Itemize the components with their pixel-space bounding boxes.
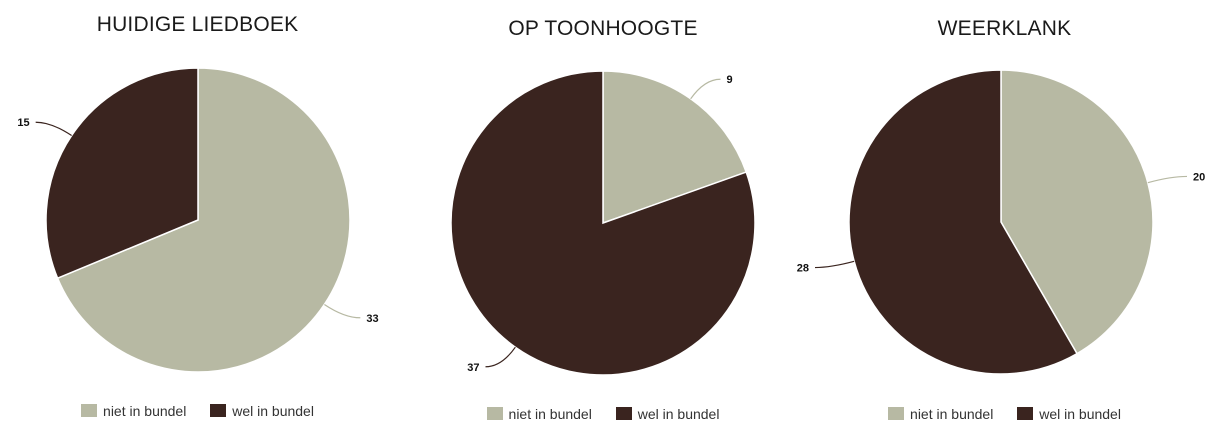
data-label: 37 bbox=[467, 362, 479, 374]
legend-label: wel in bundel bbox=[1039, 406, 1121, 422]
chart-title: WEERKLANK bbox=[937, 17, 1072, 40]
pie-slice-niet-in-bundel bbox=[602, 70, 748, 225]
legend-label: niet in bundel bbox=[910, 406, 994, 422]
leader-line bbox=[690, 78, 721, 100]
legend: niet in bundel wel in bundel bbox=[0, 403, 395, 419]
chart-title: HUIDIGE LIEDBOEK bbox=[96, 13, 299, 36]
leader-line bbox=[485, 346, 516, 368]
leader-line bbox=[35, 121, 72, 137]
legend-item-niet-in-bundel: niet in bundel bbox=[81, 403, 186, 419]
legend: niet in bundel wel in bundel bbox=[801, 406, 1208, 422]
leader-line bbox=[1147, 175, 1188, 184]
data-label: 9 bbox=[726, 74, 732, 86]
data-label: 20 bbox=[1193, 171, 1205, 183]
pie-chart-huidige-liedboek: HUIDIGE LIEDBOEK 33 15 niet in bundel wel… bbox=[0, 0, 395, 419]
legend-swatch bbox=[81, 404, 98, 417]
pie-chart-op-toonhoogte: OP TOONHOOGTE 9 37 niet in bundel wel in … bbox=[403, 0, 803, 422]
legend-item-wel-in-bundel: wel in bundel bbox=[1017, 406, 1121, 422]
legend: niet in bundel wel in bundel bbox=[403, 406, 803, 422]
pie-slice-niet-in-bundel bbox=[1000, 69, 1154, 355]
pie-svg: 33 15 bbox=[17, 67, 379, 373]
data-label: 33 bbox=[366, 313, 378, 325]
legend-swatch bbox=[1017, 407, 1034, 420]
legend-item-niet-in-bundel: niet in bundel bbox=[486, 406, 592, 422]
chart-title: OP TOONHOOGTE bbox=[508, 17, 698, 40]
legend-label: wel in bundel bbox=[232, 403, 314, 419]
data-label: 28 bbox=[797, 263, 809, 275]
pie-chart-weerklank: WEERKLANK 20 28 niet in bundel wel in bun… bbox=[797, 0, 1208, 422]
legend-swatch bbox=[486, 407, 503, 420]
legend-item-niet-in-bundel: niet in bundel bbox=[888, 406, 993, 422]
data-label: 15 bbox=[17, 117, 29, 129]
legend-swatch bbox=[615, 407, 632, 420]
legend-swatch bbox=[210, 404, 227, 417]
leader-line bbox=[814, 260, 855, 269]
pie-slice-niet-in-bundel bbox=[56, 67, 351, 373]
legend-label: wel in bundel bbox=[637, 406, 720, 422]
legend-label: niet in bundel bbox=[103, 403, 187, 419]
legend-item-wel-in-bundel: wel in bundel bbox=[615, 406, 720, 422]
pie-svg: 9 37 bbox=[450, 70, 756, 376]
pie-slice-wel-in-bundel bbox=[450, 70, 756, 376]
pie-slice-wel-in-bundel bbox=[848, 69, 1079, 375]
leader-line bbox=[324, 303, 361, 319]
legend-swatch bbox=[888, 407, 905, 420]
legend-label: niet in bundel bbox=[508, 406, 592, 422]
legend-item-wel-in-bundel: wel in bundel bbox=[210, 403, 314, 419]
